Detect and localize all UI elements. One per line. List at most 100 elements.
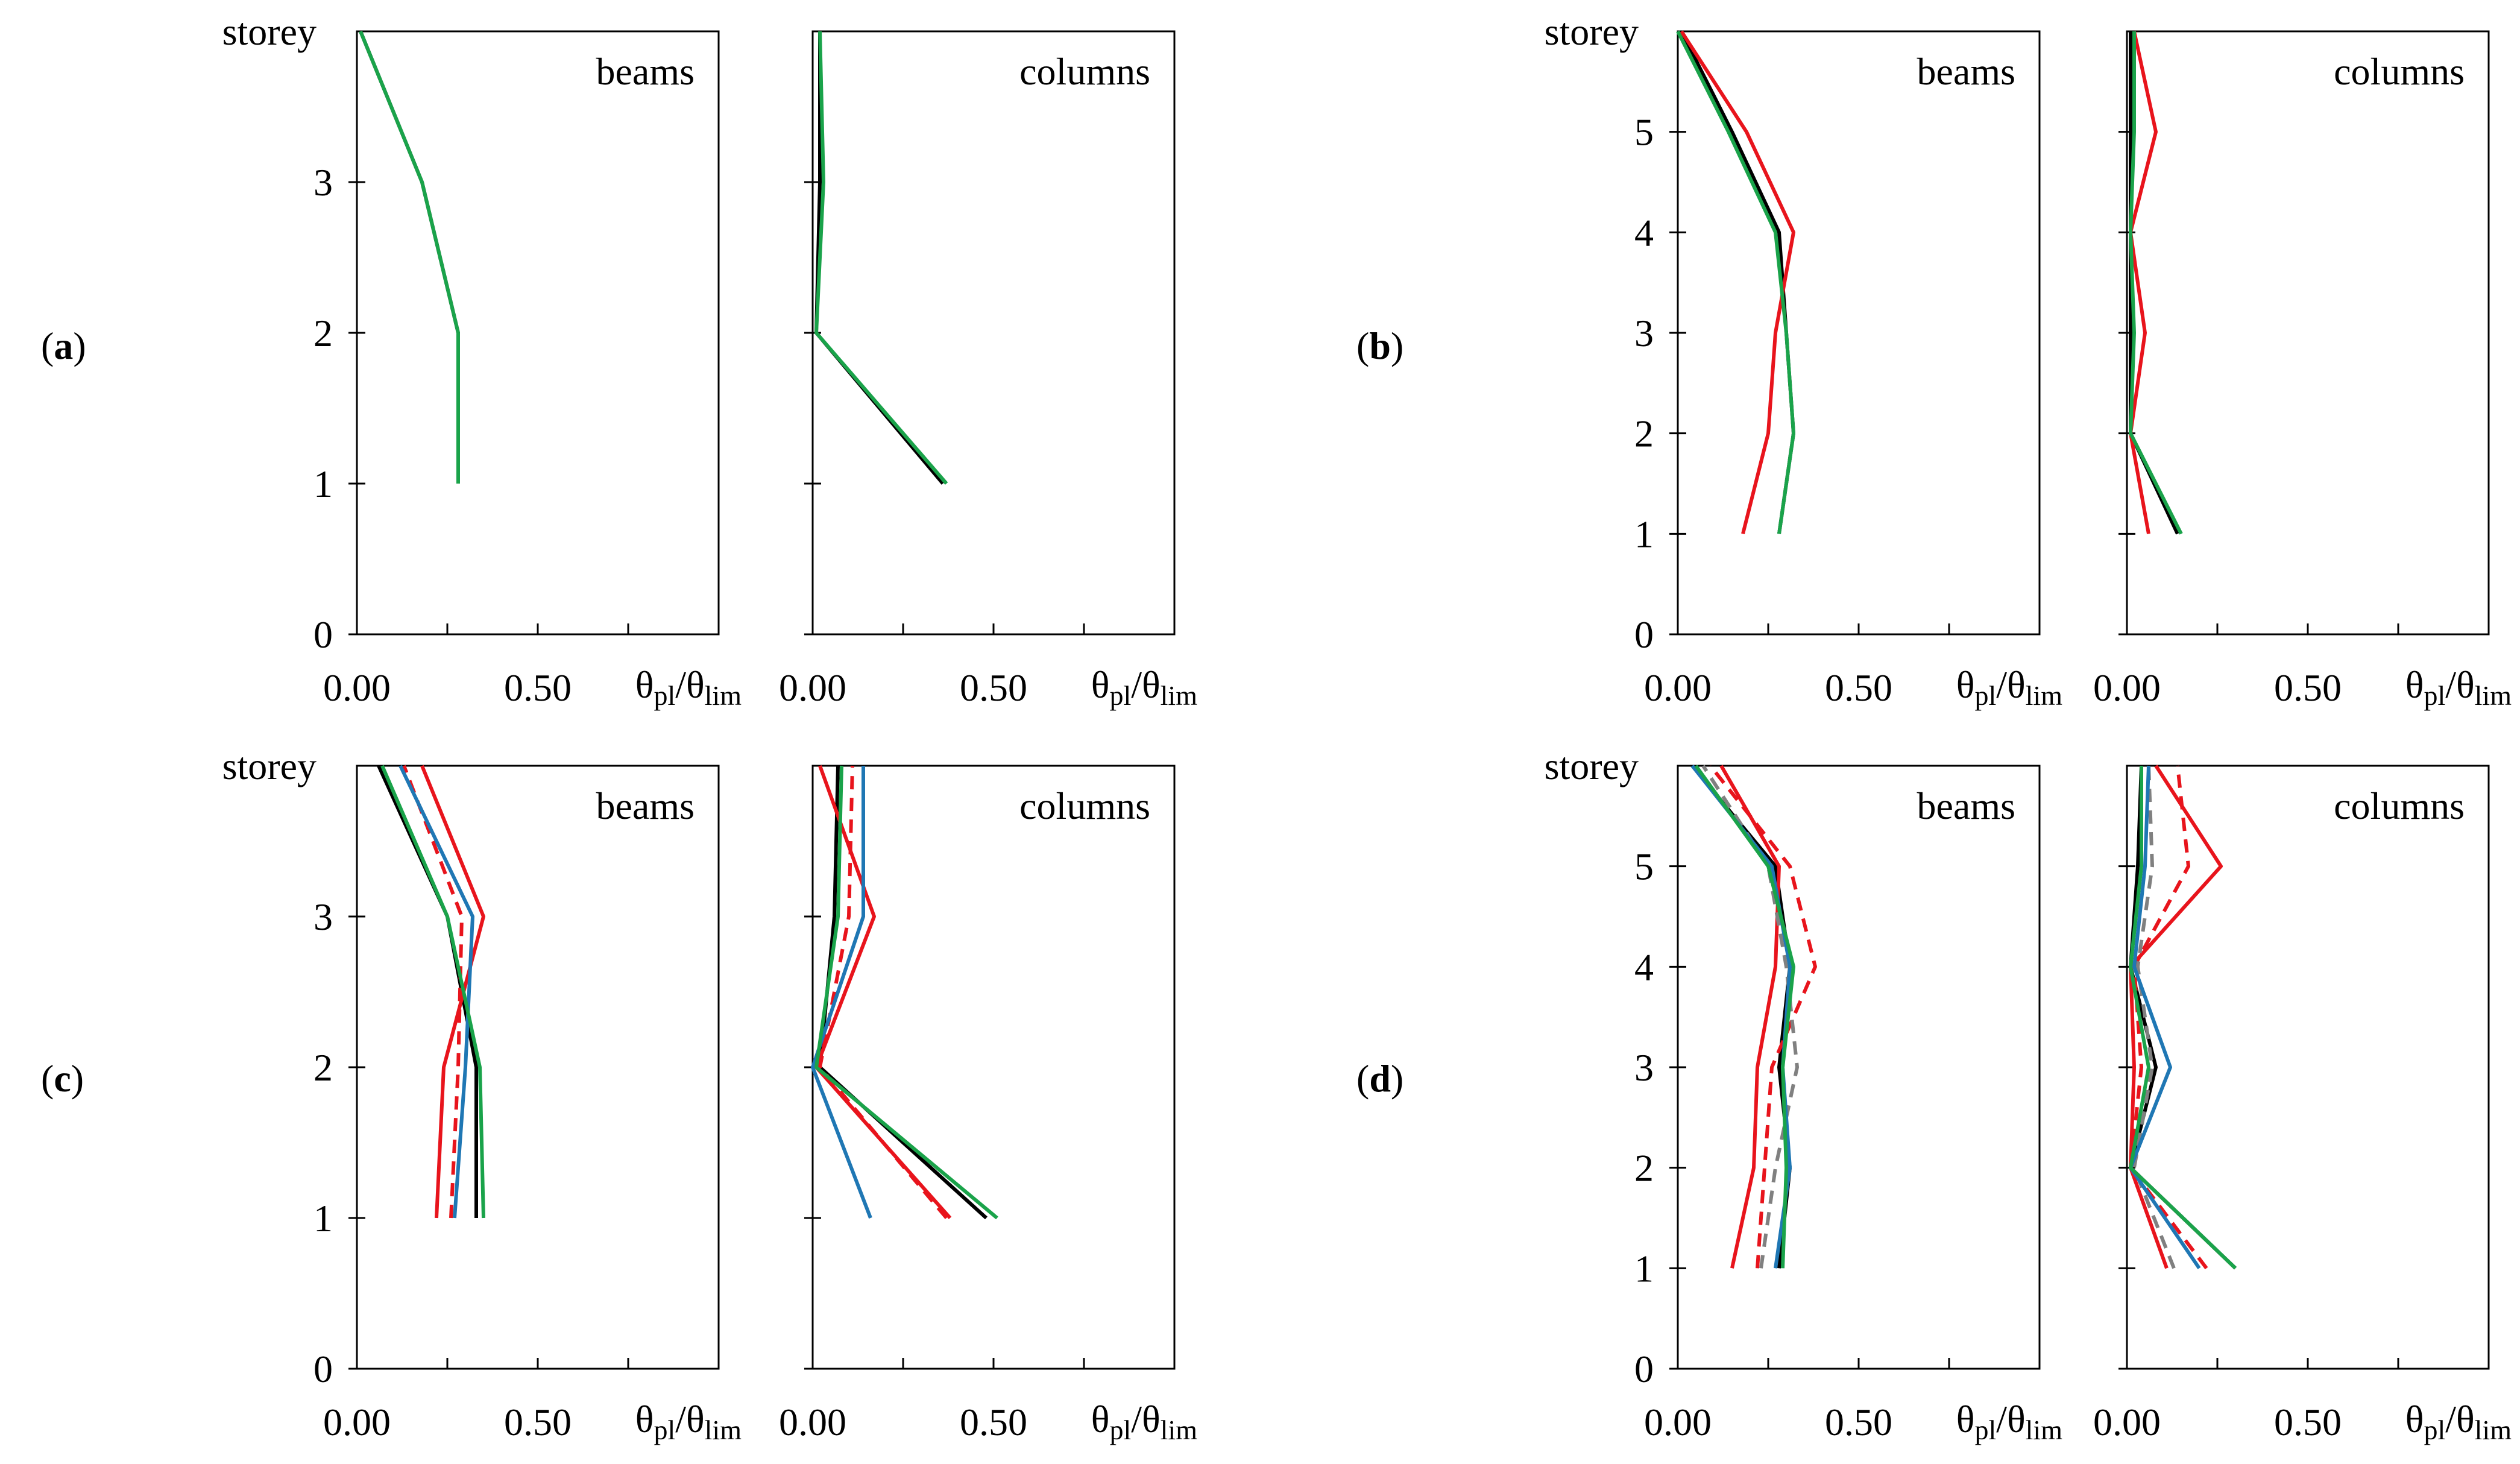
y-tick-label: 5 bbox=[1634, 845, 1654, 888]
series-line-black bbox=[1680, 30, 1795, 534]
x-tick-label: 0.50 bbox=[504, 1401, 572, 1443]
plot-frame bbox=[1677, 765, 2041, 1370]
x-axis-label: θpl/θlim bbox=[1091, 1398, 1197, 1445]
y-tick-label: 0 bbox=[1634, 613, 1654, 656]
series-line-green bbox=[359, 30, 460, 484]
x-axis-label: θpl/θlim bbox=[1956, 1398, 2062, 1445]
subplot-0: 0 1 2 3 4 5 0.00 0.50 θpl/θlim beams bbox=[1634, 765, 2062, 1445]
y-axis-label: storey bbox=[1545, 745, 1639, 787]
x-tick-label: 0.50 bbox=[2274, 1401, 2342, 1443]
panel-label: (c) bbox=[41, 1057, 84, 1100]
series-line-red bbox=[1680, 30, 1795, 535]
series-line-red-dashed bbox=[402, 765, 464, 1219]
x-tick-label: 0.00 bbox=[323, 666, 391, 709]
series-line-red bbox=[1719, 765, 1781, 1269]
subplot-title: columns bbox=[2334, 784, 2465, 827]
subplot-title: columns bbox=[1019, 784, 1150, 827]
subplot-title: beams bbox=[596, 50, 695, 93]
plot-frame bbox=[356, 765, 720, 1370]
x-tick-label: 0.50 bbox=[960, 1401, 1027, 1443]
subplot-1: 0.00 0.50 θpl/θlim columns bbox=[779, 30, 1197, 711]
y-tick-label: 0 bbox=[313, 1348, 333, 1390]
plot-frame bbox=[2126, 30, 2490, 636]
y-tick-label: 1 bbox=[1634, 513, 1654, 555]
y-tick-label: 2 bbox=[1634, 412, 1654, 455]
y-tick-label: 1 bbox=[313, 1197, 333, 1240]
series-line-blue bbox=[811, 766, 872, 1219]
panel-label: (a) bbox=[41, 324, 86, 367]
plot-frame bbox=[356, 30, 720, 636]
series-line-green bbox=[1694, 765, 1795, 1269]
x-tick-label: 0.50 bbox=[2274, 666, 2342, 709]
x-tick-label: 0.50 bbox=[960, 666, 1027, 709]
subplot-title: beams bbox=[1917, 784, 2016, 827]
y-tick-label: 1 bbox=[313, 462, 333, 505]
y-tick-label: 1 bbox=[1634, 1247, 1654, 1290]
subplot-1: 0.00 0.50 θpl/θlim columns bbox=[2093, 765, 2512, 1445]
plot-frame bbox=[2126, 765, 2490, 1370]
subplot-title: columns bbox=[1019, 50, 1150, 93]
plot-frame bbox=[811, 30, 1176, 636]
series-line-red bbox=[2129, 31, 2158, 534]
x-tick-label: 0.50 bbox=[1825, 1401, 1892, 1443]
plot-frame bbox=[1677, 30, 2041, 636]
subplot-title: beams bbox=[596, 784, 695, 827]
x-tick-label: 0.00 bbox=[2093, 1401, 2161, 1443]
x-axis-label: θpl/θlim bbox=[2405, 663, 2512, 711]
subplot-1: 0.00 0.50 θpl/θlim columns bbox=[779, 765, 1197, 1445]
series-line-green bbox=[814, 765, 998, 1220]
series-line-green bbox=[2129, 766, 2237, 1270]
series-line-green bbox=[380, 765, 485, 1219]
series-line-green bbox=[814, 31, 948, 485]
x-tick-label: 0.00 bbox=[323, 1401, 391, 1443]
x-tick-label: 0.50 bbox=[1825, 666, 1892, 709]
series-line-black bbox=[359, 30, 460, 484]
subplot-title: beams bbox=[1917, 50, 2016, 93]
panel-1: (b) storey 0 1 2 3 4 5 0.00 0.50 θpl/θlim beams 0.00… bbox=[1356, 10, 2512, 711]
x-tick-label: 0.00 bbox=[1644, 1401, 1712, 1443]
x-tick-label: 0.00 bbox=[1644, 666, 1712, 709]
series-line-black bbox=[1690, 765, 1792, 1269]
series-line-blue bbox=[1690, 765, 1792, 1269]
series-line-red-dashed bbox=[818, 765, 948, 1219]
x-tick-label: 0.00 bbox=[779, 1401, 846, 1443]
series-line-green bbox=[1676, 30, 1795, 534]
series-line-blue bbox=[398, 765, 474, 1219]
y-tick-label: 3 bbox=[1634, 312, 1654, 355]
y-axis-label: storey bbox=[1545, 10, 1639, 53]
y-tick-label: 4 bbox=[1634, 211, 1654, 254]
y-tick-label: 0 bbox=[313, 613, 333, 656]
y-tick-label: 0 bbox=[1634, 1348, 1654, 1390]
panel-3: (d) storey 0 1 2 3 4 5 0.00 0.50 θpl/θlim beams 0.00… bbox=[1356, 745, 2512, 1445]
x-axis-label: θpl/θlim bbox=[2405, 1398, 2512, 1445]
subplot-0: 0 1 2 3 0.00 0.50 θpl/θlim beams bbox=[313, 30, 742, 711]
subplot-1: 0.00 0.50 θpl/θlim columns bbox=[2093, 30, 2512, 711]
series-line-black bbox=[814, 31, 945, 485]
subplot-0: 0 1 2 3 4 5 0.00 0.50 θpl/θlim beams bbox=[1634, 30, 2062, 711]
y-tick-label: 3 bbox=[313, 161, 333, 204]
series-line-red-dashed bbox=[1709, 765, 1817, 1269]
x-tick-label: 0.00 bbox=[2093, 666, 2161, 709]
y-tick-label: 5 bbox=[1634, 111, 1654, 154]
y-tick-label: 2 bbox=[313, 312, 333, 355]
series-line-blue bbox=[2129, 765, 2201, 1269]
y-axis-label: storey bbox=[222, 10, 317, 53]
y-tick-label: 3 bbox=[313, 895, 333, 938]
x-tick-label: 0.00 bbox=[779, 666, 846, 709]
series-line-red-dashed bbox=[2129, 765, 2208, 1270]
x-axis-label: θpl/θlim bbox=[635, 1398, 742, 1445]
x-axis-label: θpl/θlim bbox=[1956, 663, 2062, 711]
panel-label: (d) bbox=[1356, 1057, 1403, 1100]
y-tick-label: 3 bbox=[1634, 1046, 1654, 1089]
series-line-red bbox=[2129, 765, 2223, 1269]
y-tick-label: 2 bbox=[313, 1046, 333, 1089]
series-line-green bbox=[2129, 31, 2183, 535]
subplot-title: columns bbox=[2334, 50, 2465, 93]
y-axis-label: storey bbox=[222, 745, 317, 787]
panel-label: (b) bbox=[1356, 324, 1403, 367]
x-tick-label: 0.50 bbox=[504, 666, 572, 709]
